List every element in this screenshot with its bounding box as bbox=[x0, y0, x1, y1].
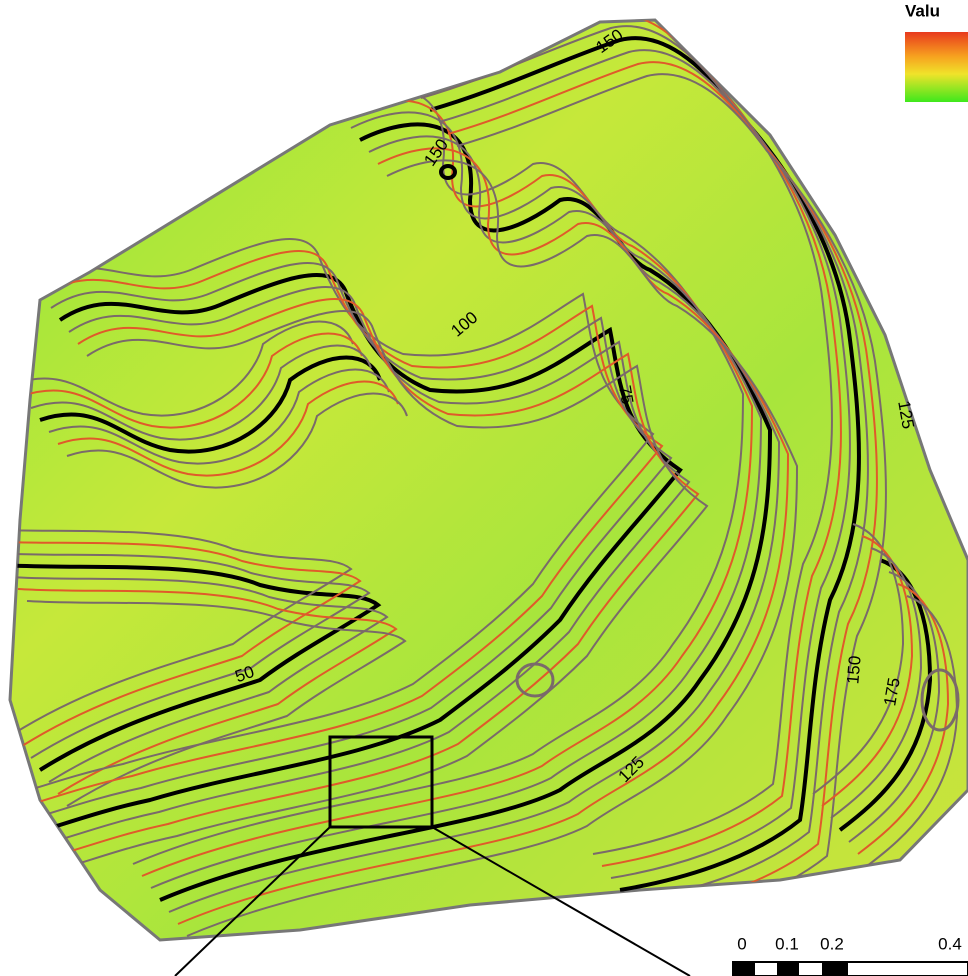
scale-segment bbox=[822, 962, 848, 976]
scale-segment bbox=[733, 962, 755, 976]
scale-frame bbox=[733, 962, 968, 976]
scale-label: 0 bbox=[737, 934, 746, 953]
contour-label: 150 bbox=[843, 655, 864, 685]
scale-bar: 0 0.1 0.2 0.4 bbox=[733, 934, 968, 976]
legend-title: Valu bbox=[905, 1, 940, 20]
scale-label: 0.2 bbox=[820, 934, 844, 953]
contour-label: 75 bbox=[615, 384, 637, 406]
scale-label: 0.4 bbox=[938, 934, 962, 953]
scale-segment bbox=[777, 962, 799, 976]
map: Valu 00.10.20.4 150150100751255015017512… bbox=[0, 0, 968, 976]
legend-ramp bbox=[905, 32, 968, 102]
page: Valu 00.10.20.4 150150100751255015017512… bbox=[0, 0, 968, 976]
scale-label: 0.1 bbox=[775, 934, 799, 953]
